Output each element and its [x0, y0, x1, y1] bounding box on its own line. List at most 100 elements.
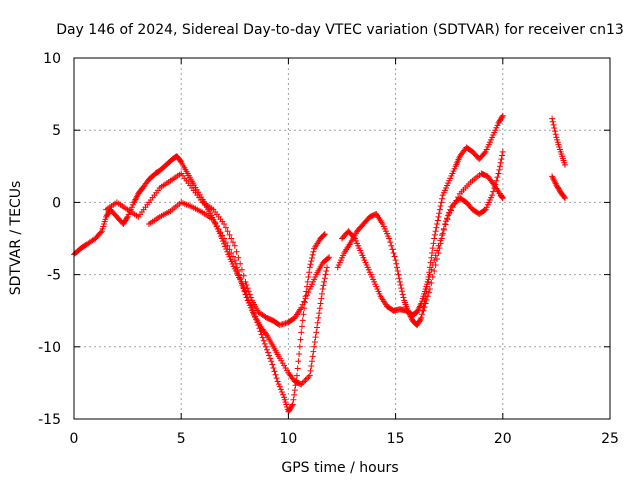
interpolated-point	[437, 240, 444, 247]
interpolated-point	[429, 245, 436, 252]
interpolated-point	[226, 246, 233, 253]
interpolated-point	[262, 330, 269, 337]
interpolated-point	[394, 267, 401, 274]
interpolated-point	[452, 199, 459, 206]
data-point	[499, 195, 506, 202]
interpolated-point	[398, 285, 405, 292]
interpolated-point	[436, 210, 443, 217]
interpolated-point	[267, 355, 274, 362]
data-point	[323, 264, 330, 271]
interpolated-point	[299, 317, 306, 324]
interpolated-point	[301, 298, 308, 305]
interpolated-point	[389, 246, 396, 253]
data-point	[221, 221, 228, 228]
interpolated-point	[297, 336, 304, 343]
interpolated-point	[224, 242, 231, 249]
data-point	[489, 192, 496, 199]
interpolated-point	[433, 224, 440, 231]
x-axis-label: GPS time / hours	[281, 460, 398, 476]
interpolated-point	[303, 292, 310, 299]
interpolated-point	[212, 219, 219, 226]
interpolated-point	[428, 280, 435, 287]
data-point	[561, 195, 568, 202]
interpolated-point	[391, 253, 398, 260]
interpolated-point	[496, 163, 503, 170]
interpolated-point	[350, 234, 357, 241]
interpolated-point	[313, 324, 320, 331]
interpolated-point	[308, 254, 315, 261]
interpolated-point	[438, 199, 445, 206]
interpolated-point	[431, 257, 438, 264]
data-point	[386, 235, 393, 242]
interpolated-point	[299, 379, 306, 386]
interpolated-point	[434, 221, 441, 228]
data-point	[499, 148, 506, 155]
data-point	[289, 401, 296, 408]
interpolated-point	[550, 176, 557, 183]
x-tick-label: 10	[279, 431, 297, 447]
interpolated-point	[499, 152, 506, 159]
interpolated-point	[550, 121, 557, 128]
interpolated-point	[399, 291, 406, 298]
interpolated-point	[320, 232, 327, 239]
interpolated-point	[230, 253, 237, 260]
interpolated-point	[308, 358, 315, 365]
interpolated-point	[320, 282, 327, 289]
interpolated-point	[439, 195, 446, 202]
interpolated-point	[414, 307, 421, 314]
interpolated-point	[213, 222, 220, 229]
data-point	[319, 286, 326, 293]
interpolated-point	[260, 337, 267, 344]
interpolated-point	[235, 254, 242, 261]
interpolated-point	[97, 229, 104, 236]
data-point	[298, 381, 305, 388]
interpolated-point	[397, 281, 404, 288]
interpolated-point	[552, 131, 559, 138]
y-tick-label: -10	[38, 340, 61, 356]
data-point	[261, 340, 268, 347]
interpolated-point	[123, 215, 130, 222]
x-tick-label: 25	[601, 431, 619, 447]
interpolated-point	[431, 231, 438, 238]
interpolated-point	[481, 207, 488, 214]
interpolated-point	[224, 228, 231, 235]
interpolated-point	[228, 249, 235, 256]
interpolated-point	[300, 311, 307, 318]
interpolated-point	[133, 195, 140, 202]
y-tick-label: 10	[43, 51, 61, 67]
interpolated-point	[309, 353, 316, 360]
interpolated-point	[444, 215, 451, 222]
interpolated-point	[219, 232, 226, 239]
interpolated-point	[305, 274, 312, 281]
interpolated-point	[445, 212, 452, 219]
interpolated-point	[552, 180, 559, 187]
interpolated-point	[496, 166, 503, 173]
interpolated-point	[313, 329, 320, 336]
series-4	[334, 112, 506, 329]
data-point	[131, 199, 138, 206]
interpolated-point	[237, 275, 244, 282]
interpolated-point	[318, 290, 325, 297]
data-point	[268, 358, 275, 365]
interpolated-point	[276, 383, 283, 390]
interpolated-point	[423, 296, 430, 303]
interpolated-point	[317, 300, 324, 307]
data-point	[210, 216, 217, 223]
data-point	[495, 170, 502, 177]
data-point	[499, 112, 506, 119]
data-point	[221, 235, 228, 242]
interpolated-point	[243, 294, 250, 301]
interpolated-point	[323, 267, 330, 274]
interpolated-point	[239, 281, 246, 288]
interpolated-point	[217, 229, 224, 236]
interpolated-point	[233, 248, 240, 255]
series-5	[339, 170, 506, 319]
interpolated-point	[432, 261, 439, 268]
interpolated-point	[307, 367, 314, 374]
interpolated-point	[431, 267, 438, 274]
interpolated-point	[310, 348, 317, 355]
x-tick-label: 20	[494, 431, 512, 447]
chart-title: Day 146 of 2024, Sidereal Day-to-day VTE…	[56, 22, 624, 38]
interpolated-point	[311, 338, 318, 345]
